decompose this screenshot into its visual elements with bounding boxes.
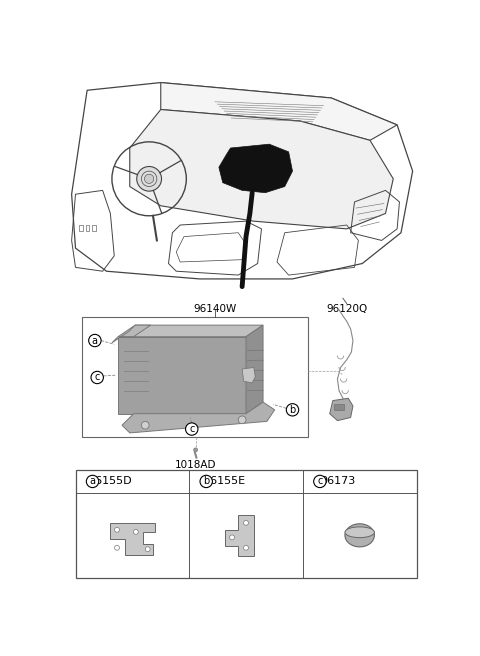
Text: c: c	[95, 373, 100, 382]
Text: 96173: 96173	[320, 476, 355, 487]
Circle shape	[200, 475, 213, 487]
Circle shape	[142, 421, 149, 429]
Text: c: c	[317, 476, 323, 487]
Text: b: b	[289, 405, 296, 415]
Polygon shape	[161, 83, 397, 140]
Bar	[82, 318, 308, 437]
Circle shape	[314, 475, 326, 487]
Circle shape	[133, 529, 138, 534]
Polygon shape	[118, 337, 246, 414]
Polygon shape	[225, 514, 254, 556]
Polygon shape	[330, 398, 353, 420]
Text: c: c	[189, 424, 194, 434]
Circle shape	[238, 416, 246, 424]
Polygon shape	[219, 144, 292, 193]
Ellipse shape	[345, 527, 374, 538]
Circle shape	[243, 520, 249, 525]
Circle shape	[145, 546, 150, 552]
Circle shape	[286, 403, 299, 416]
Text: a: a	[92, 335, 98, 346]
Circle shape	[115, 545, 120, 550]
Circle shape	[229, 535, 235, 540]
Circle shape	[243, 545, 249, 550]
Text: 96120Q: 96120Q	[326, 304, 367, 314]
Polygon shape	[110, 523, 155, 555]
Polygon shape	[122, 402, 275, 433]
Text: 96155E: 96155E	[203, 476, 245, 487]
Polygon shape	[246, 325, 263, 414]
Bar	[92, 225, 96, 231]
Polygon shape	[112, 325, 151, 343]
Bar	[85, 225, 89, 231]
Ellipse shape	[345, 523, 374, 547]
Polygon shape	[118, 325, 263, 337]
Circle shape	[89, 335, 101, 346]
Text: 96140W: 96140W	[193, 304, 237, 314]
Circle shape	[137, 167, 162, 191]
Text: b: b	[203, 476, 209, 487]
Circle shape	[194, 448, 198, 452]
Circle shape	[186, 423, 198, 435]
Bar	[79, 225, 83, 231]
Text: a: a	[90, 476, 96, 487]
Circle shape	[144, 174, 154, 184]
Circle shape	[115, 527, 120, 532]
Polygon shape	[242, 367, 255, 383]
Text: 96155D: 96155D	[89, 476, 132, 487]
Bar	[335, 403, 344, 410]
Circle shape	[86, 475, 99, 487]
Text: 1018AD: 1018AD	[175, 460, 216, 470]
Polygon shape	[130, 110, 393, 229]
Bar	[75, 470, 417, 578]
Circle shape	[91, 371, 103, 384]
